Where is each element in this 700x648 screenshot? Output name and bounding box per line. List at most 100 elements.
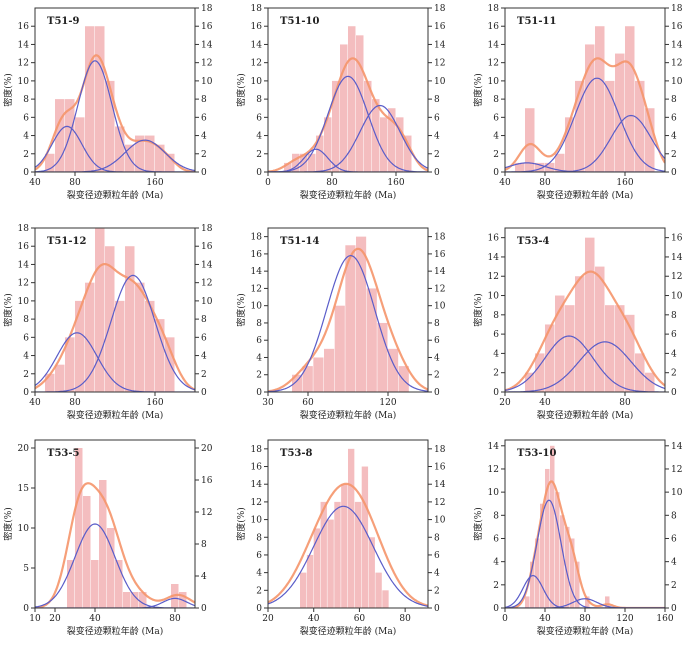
y2-tick-label: 10 [671, 488, 683, 498]
y-tick-label: 0 [23, 168, 29, 178]
histogram-bar [595, 266, 605, 392]
y2-tick-label: 2 [671, 369, 677, 379]
y-tick-label: 5 [23, 564, 29, 574]
histogram-bar [115, 126, 125, 172]
histogram-bar [605, 80, 615, 172]
histogram-bar [99, 480, 107, 608]
chart-panel: 40 80 160 0 2 4 6 8 10 12 14 16 18 0 2 4 6 8 10 12 14 16 18 T51… [2, 224, 213, 421]
y2-tick-label: 6 [671, 113, 677, 123]
y2-tick-label: 16 [201, 22, 213, 32]
y-tick-label: 12 [488, 272, 499, 282]
y-tick-label: 12 [18, 59, 29, 69]
histogram-bar [341, 484, 348, 608]
density-curve [268, 482, 428, 607]
histogram-bar [625, 26, 635, 172]
y2-tick-label: 8 [434, 533, 440, 543]
y-tick-label: 0 [256, 604, 262, 614]
y-tick-label: 2 [23, 370, 29, 380]
histogram-bar [570, 538, 575, 608]
y2-tick-label: 8 [434, 319, 440, 329]
x-tick-label: 120 [379, 398, 396, 408]
y-tick-label: 6 [256, 551, 262, 561]
histogram-bar [396, 117, 404, 172]
x-tick-label: 80 [619, 398, 631, 408]
histogram-bar [575, 276, 585, 392]
y-tick-label: 10 [251, 516, 263, 526]
y-tick-label: 2 [23, 150, 29, 160]
y2-tick-label: 16 [201, 242, 213, 252]
y-tick-label: 2 [493, 369, 499, 379]
histogram-bar [334, 501, 341, 608]
y-tick-label: 8 [493, 95, 499, 105]
y-axis-label: 密度(%) [235, 507, 247, 541]
y2-tick-label: 4 [671, 349, 677, 359]
y-axis-label: 密度(%) [2, 293, 14, 327]
panel-title: T51-11 [517, 16, 556, 27]
y-tick-label: 0 [23, 604, 29, 614]
histogram-bar [356, 236, 367, 392]
y-tick-label: 14 [251, 480, 263, 490]
y-tick-label: 8 [23, 95, 29, 105]
y2-tick-label: 20 [201, 444, 213, 454]
x-tick-label: 20 [262, 614, 274, 624]
y2-tick-label: 6 [201, 113, 207, 123]
histogram-bar [345, 245, 356, 392]
y2-tick-label: 10 [671, 77, 683, 87]
density-curve [505, 57, 665, 171]
y-tick-label: 10 [251, 77, 263, 87]
histogram-bar [535, 162, 545, 172]
y-tick-label: 14 [251, 267, 263, 277]
histogram-bar [313, 357, 324, 392]
plot-area [268, 236, 428, 392]
y-tick-label: 16 [251, 22, 263, 32]
y-tick-label: 4 [256, 132, 262, 142]
y2-tick-label: 8 [671, 511, 677, 521]
histogram-bar [525, 372, 535, 392]
histogram-bar [625, 314, 635, 392]
x-tick-label: 40 [29, 398, 41, 408]
y-tick-label: 8 [493, 511, 499, 521]
y-tick-label: 16 [251, 250, 263, 260]
y2-tick-label: 8 [671, 95, 677, 105]
histogram-bar [302, 366, 313, 392]
y2-tick-label: 4 [671, 132, 677, 142]
y-tick-label: 6 [493, 113, 499, 123]
histogram-bar [45, 373, 55, 392]
histogram-bar [313, 528, 321, 608]
y2-tick-label: 2 [201, 370, 207, 380]
panel-title: T53-10 [517, 448, 556, 459]
y-tick-label: 12 [488, 465, 499, 475]
x-tick-label: 80 [69, 178, 81, 188]
plot-frame [504, 7, 666, 173]
histogram-bar [165, 153, 175, 172]
y-axis-label: 密度(%) [235, 293, 247, 327]
y-tick-label: 18 [251, 445, 263, 455]
y-tick-label: 18 [251, 4, 263, 14]
histogram-bar [165, 337, 175, 392]
histogram-bar [115, 300, 125, 392]
y2-tick-label: 18 [201, 4, 213, 14]
y-tick-label: 4 [256, 569, 262, 579]
panel-title: T51-14 [280, 236, 319, 247]
y-tick-label: 6 [493, 534, 499, 544]
y-tick-label: 8 [23, 315, 29, 325]
histogram-bar [575, 80, 585, 172]
x-tick-label: 80 [169, 614, 181, 624]
y-tick-label: 8 [256, 95, 262, 105]
histogram-bar [292, 374, 303, 392]
y2-tick-label: 14 [434, 40, 446, 50]
histogram-bar [595, 26, 605, 172]
y-tick-label: 8 [256, 533, 262, 543]
y-tick-label: 0 [493, 604, 499, 614]
x-tick-label: 20 [499, 398, 511, 408]
gaussian-component [35, 139, 195, 172]
histogram-bar [550, 445, 555, 608]
y2-tick-label: 6 [671, 330, 677, 340]
y2-tick-label: 4 [671, 558, 677, 568]
y-tick-label: 6 [256, 336, 262, 346]
y2-tick-label: 2 [671, 150, 677, 160]
y-tick-label: 12 [18, 279, 29, 289]
y2-tick-label: 4 [434, 353, 440, 363]
histogram-bar [515, 162, 525, 172]
